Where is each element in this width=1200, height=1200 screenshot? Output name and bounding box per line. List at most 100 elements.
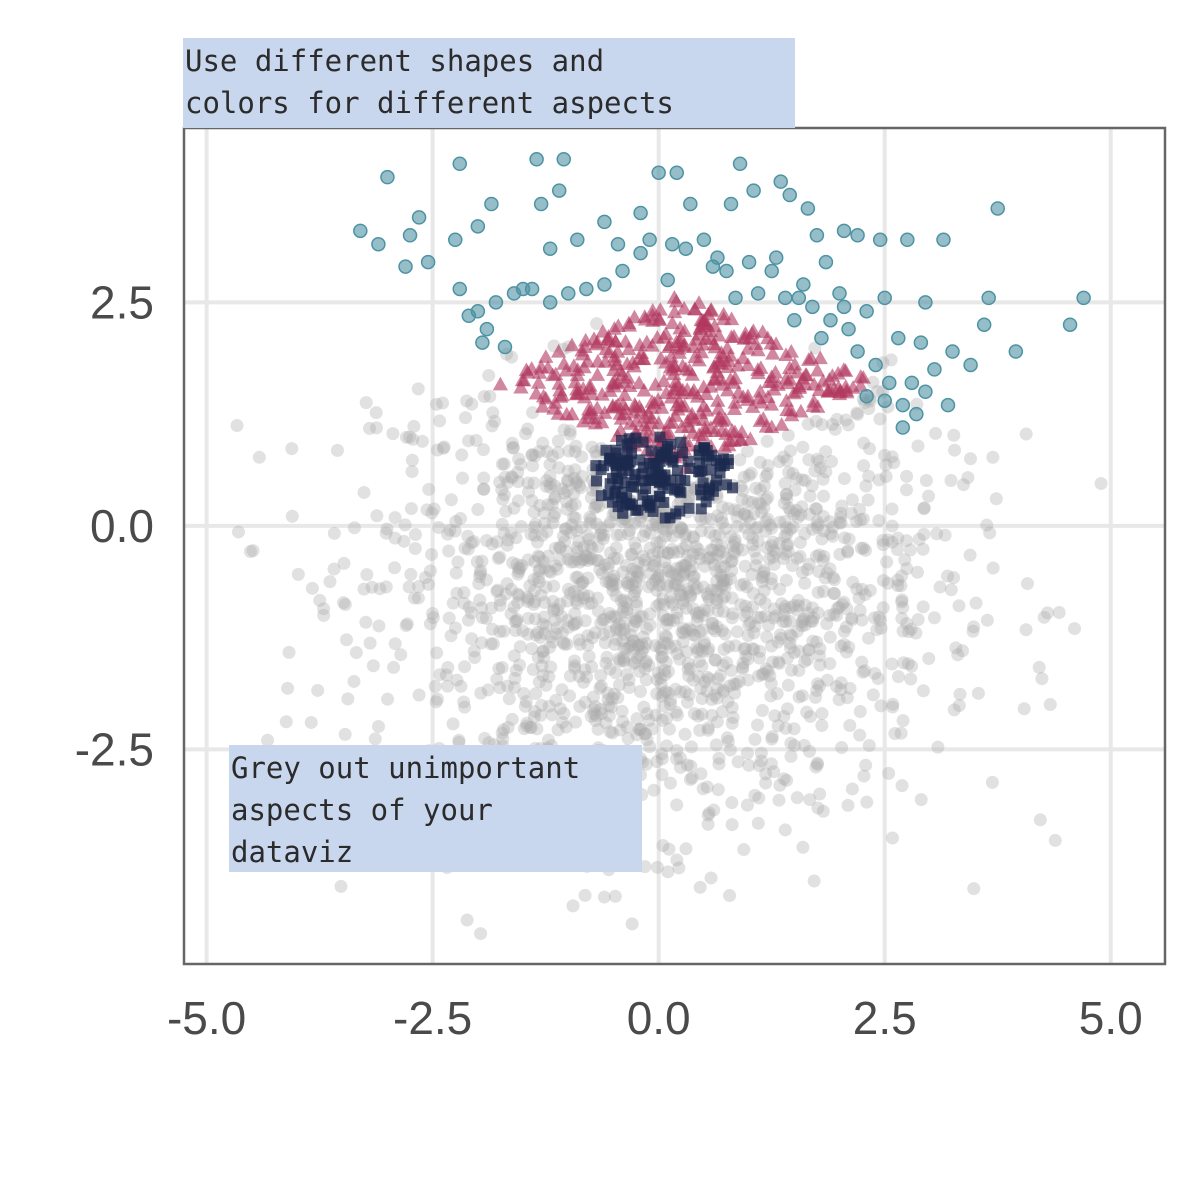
navy-square <box>645 445 657 457</box>
background-point <box>857 436 871 450</box>
background-point <box>812 679 826 693</box>
crimson-triangle <box>726 328 742 343</box>
background-point <box>876 573 890 587</box>
background-point <box>666 529 680 543</box>
background-point <box>372 719 386 733</box>
background-point <box>673 751 687 765</box>
background-point <box>578 549 592 563</box>
background-point <box>717 642 731 656</box>
background-point <box>741 494 755 508</box>
background-point <box>386 427 400 441</box>
background-point <box>680 758 694 772</box>
background-point <box>620 720 634 734</box>
navy-square <box>621 439 633 451</box>
background-point <box>909 626 923 640</box>
background-point <box>930 527 944 541</box>
background-point <box>611 691 625 705</box>
teal-circle <box>877 393 892 408</box>
background-point <box>541 498 555 512</box>
background-point <box>843 681 857 695</box>
background-point <box>506 441 520 455</box>
y-tick-label: 0.0 <box>90 500 154 552</box>
background-point <box>602 699 616 713</box>
background-point <box>617 593 631 607</box>
background-point <box>784 601 798 615</box>
background-point <box>655 768 669 782</box>
background-point <box>531 626 545 640</box>
background-point <box>730 510 744 524</box>
background-point <box>742 528 756 542</box>
background-point <box>835 741 849 755</box>
background-point <box>723 679 737 693</box>
background-point <box>686 530 700 544</box>
background-point <box>655 689 669 703</box>
background-point <box>795 565 809 579</box>
crimson-triangle <box>774 417 790 431</box>
navy-square <box>675 436 687 448</box>
background-point <box>767 543 781 557</box>
background-point <box>834 506 848 520</box>
teal-circle <box>809 228 825 243</box>
background-point <box>360 568 374 582</box>
teal-circle <box>664 236 680 252</box>
background-point <box>789 471 803 485</box>
background-point <box>625 638 639 652</box>
background-point <box>504 526 518 540</box>
background-point <box>696 609 710 623</box>
background-point <box>784 663 798 677</box>
background-point <box>670 708 684 722</box>
background-point <box>674 561 688 575</box>
background-point <box>643 526 657 540</box>
background-point <box>560 495 574 509</box>
crimson-triangle <box>636 382 652 397</box>
background-point <box>815 718 829 732</box>
background-point <box>862 469 876 483</box>
background-point <box>705 692 719 706</box>
background-point <box>856 541 870 555</box>
background-point <box>760 630 774 644</box>
background-point <box>441 660 455 674</box>
background-point <box>448 621 462 635</box>
background-point <box>408 528 422 542</box>
background-point <box>564 526 578 540</box>
background-point <box>620 576 634 590</box>
background-point <box>757 667 771 681</box>
teal-circle <box>719 263 734 279</box>
background-point <box>617 650 631 664</box>
background-point <box>715 592 729 606</box>
background-point <box>607 551 621 565</box>
background-point <box>884 353 898 367</box>
background-point <box>837 472 851 486</box>
background-point <box>826 529 840 543</box>
background-point <box>507 600 521 614</box>
background-point <box>795 615 809 629</box>
background-point <box>823 657 837 671</box>
background-point <box>873 412 887 426</box>
background-point <box>505 436 519 450</box>
background-point <box>673 652 687 666</box>
background-point <box>304 715 318 729</box>
navy-square <box>710 480 722 492</box>
background-point <box>427 502 441 516</box>
background-point <box>720 656 734 670</box>
background-point <box>556 529 570 543</box>
background-point <box>736 662 750 676</box>
background-point <box>532 550 546 564</box>
background-point <box>450 673 464 687</box>
background-point <box>735 492 749 506</box>
teal-circle <box>836 299 852 315</box>
teal-circle <box>597 277 612 292</box>
crimson-triangle <box>590 353 606 368</box>
background-point <box>812 565 826 579</box>
background-point <box>885 831 899 845</box>
background-point <box>773 582 787 596</box>
background-point <box>772 793 786 807</box>
background-point <box>804 614 818 628</box>
background-point <box>816 472 830 486</box>
background-point <box>658 555 672 569</box>
background-point <box>806 614 820 628</box>
background-point <box>660 613 674 627</box>
background-point <box>305 581 319 595</box>
background-point <box>670 798 684 812</box>
teal-circle <box>800 201 816 216</box>
